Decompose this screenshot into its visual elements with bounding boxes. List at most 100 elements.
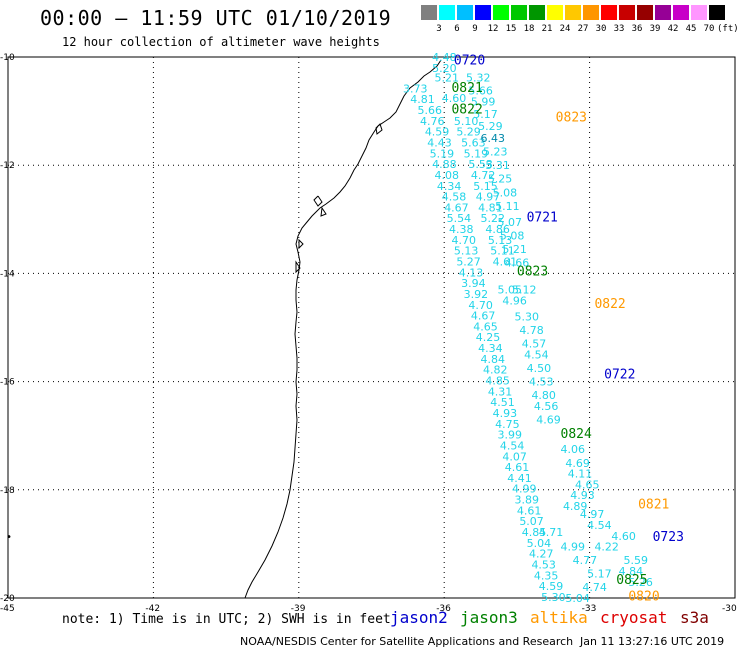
colorbar-swatch <box>421 5 437 20</box>
satellite-pass-labels: 0720 0821 0822 0823 0721 0823 0822 0722 0824 0821… <box>451 54 683 605</box>
colorbar-label: 27 <box>577 24 589 34</box>
marker-dot: • <box>6 532 12 543</box>
wave-height-value: 4.99 <box>561 541 586 554</box>
wave-height-points: 4.485.205.213.734.81 4.605.664.76 5.104.59… <box>403 51 653 605</box>
wave-height-value: 4.96 <box>502 294 527 307</box>
colorbar-swatch <box>709 5 725 20</box>
wave-height-value: 4.35 <box>534 569 559 582</box>
wave-height-value: 4.07 <box>502 450 527 463</box>
wave-height-value: 4.54 <box>587 519 612 532</box>
wave-height-value: 5.21 <box>502 243 527 256</box>
colorbar-label: 15 <box>505 24 517 34</box>
colorbar-swatch <box>583 5 599 20</box>
longitude-tick-label: -45 <box>0 604 15 614</box>
wave-height-value: 5.25 <box>488 173 513 186</box>
pass-time-label: 0722 <box>604 367 635 382</box>
wave-height-value: 4.60 <box>442 92 467 105</box>
legend-jason2: jason2 <box>390 608 448 627</box>
wave-height-value: 4.08 <box>435 169 460 182</box>
wave-height-value: 5.19 <box>430 147 455 160</box>
wave-height-value: 5.32 <box>466 72 491 85</box>
wave-height-value: 3.99 <box>498 429 522 442</box>
colorbar-swatch <box>673 5 689 20</box>
wave-height-value: 4.59 <box>425 126 450 139</box>
colorbar-swatch <box>601 5 617 20</box>
colorbar-label: 21 <box>541 24 553 34</box>
colorbar-swatch <box>529 5 545 20</box>
wave-height-value: 5.63 <box>461 136 486 149</box>
wave-height-value: 4.76 <box>420 115 445 128</box>
wave-height-value: 5.21 <box>435 72 460 85</box>
wave-height-value: 5.53 <box>468 158 493 171</box>
colorbar-swatch <box>547 5 563 20</box>
wave-height-value: 4.61 <box>493 255 517 268</box>
wave-height-value: 4.53 <box>531 558 556 571</box>
pass-time-label: 0824 <box>561 427 592 442</box>
wave-height-value: 4.74 <box>582 581 607 594</box>
latitude-tick-label: -20 <box>0 594 15 604</box>
wave-height-value: 4.69 <box>565 457 590 470</box>
brazil-coastline <box>244 59 442 599</box>
wave-height-value: 4.67 <box>444 201 469 214</box>
colorbar-label: 18 <box>523 24 535 34</box>
colorbar-swatch <box>691 5 707 20</box>
colorbar-swatch <box>619 5 635 20</box>
wave-height-value: 3.94 <box>461 277 486 290</box>
wave-height-value: 5.59 <box>624 554 649 567</box>
colorbar-label: 12 <box>487 24 499 34</box>
wave-height-value: 5.11 <box>495 200 519 213</box>
wave-height-value: 4.34 <box>478 342 503 355</box>
wave-height-value: 4.84 <box>481 353 506 366</box>
pass-time-label: 0723 <box>653 530 684 545</box>
wave-height-value: 4.82 <box>483 364 508 377</box>
pass-time-label: 0822 <box>594 297 625 312</box>
wave-height-value: 4.48 <box>432 51 457 64</box>
colorbar-label: 70 <box>703 24 715 34</box>
wave-height-value: 4.72 <box>471 169 496 182</box>
wave-height-value: 4.75 <box>495 418 519 431</box>
wave-height-value: 4.51 <box>490 396 515 409</box>
wave-height-value: 5.27 <box>456 255 481 268</box>
longitude-tick-label: -30 <box>722 604 737 614</box>
wave-height-value: 5.99 <box>471 95 496 108</box>
wave-height-value: 5.19 <box>464 147 489 160</box>
wave-height-value: 4.22 <box>594 541 619 554</box>
wave-height-value: 4.34 <box>437 180 462 193</box>
wave-height-value: 4.81 <box>478 201 503 214</box>
wave-height-value: 4.71 <box>539 526 564 539</box>
wave-height-value: 4.65 <box>473 320 498 333</box>
colorbar-swatch <box>637 5 653 20</box>
wave-height-value: 4.65 <box>575 478 600 491</box>
wave-height-value: 4.67 <box>471 310 496 323</box>
latitude-tick-label: -18 <box>0 486 15 496</box>
wave-height-value: 4.69 <box>536 413 561 426</box>
wave-height-value: 5.12 <box>512 284 537 297</box>
map-frame <box>7 56 736 599</box>
latitude-tick-label: -16 <box>0 378 15 388</box>
wave-height-value: 4.70 <box>468 299 493 312</box>
pass-time-label: 0821 <box>451 81 482 96</box>
colorbar-label: 24 <box>559 24 571 34</box>
colorbar-swatch <box>457 5 473 20</box>
wave-height-value: 4.60 <box>611 530 636 543</box>
wave-height-value: 5.29 <box>456 126 481 139</box>
lat-lon-grid: -10 -12 -14 -16 -18 -20-45 -42 -39 -36 -33 -30 <box>0 53 737 614</box>
wave-height-value: 4.43 <box>427 136 452 149</box>
wave-height-value: 4.84 <box>619 565 644 578</box>
legend-cryosat: cryosat <box>600 608 668 627</box>
colorbar-label: 33 <box>613 24 625 34</box>
wave-height-value: 4.78 <box>519 324 544 337</box>
wave-height-value: 5.11 <box>490 245 515 258</box>
wave-height-value: 4.89 <box>563 500 588 513</box>
wave-height-value: 4.88 <box>432 158 457 171</box>
colorbar-swatch <box>439 5 455 20</box>
wave-height-value: 3.73 <box>403 82 428 95</box>
wave-height-value: 4.97 <box>580 508 605 521</box>
colorbar-label: 45 <box>685 24 697 34</box>
longitude-tick-label: -36 <box>436 604 451 614</box>
wave-height-value: 4.25 <box>476 331 501 344</box>
wave-height-value: 4.80 <box>531 389 556 402</box>
wave-height-value: 4.31 <box>488 385 513 398</box>
wave-height-value: 3.89 <box>514 494 539 507</box>
